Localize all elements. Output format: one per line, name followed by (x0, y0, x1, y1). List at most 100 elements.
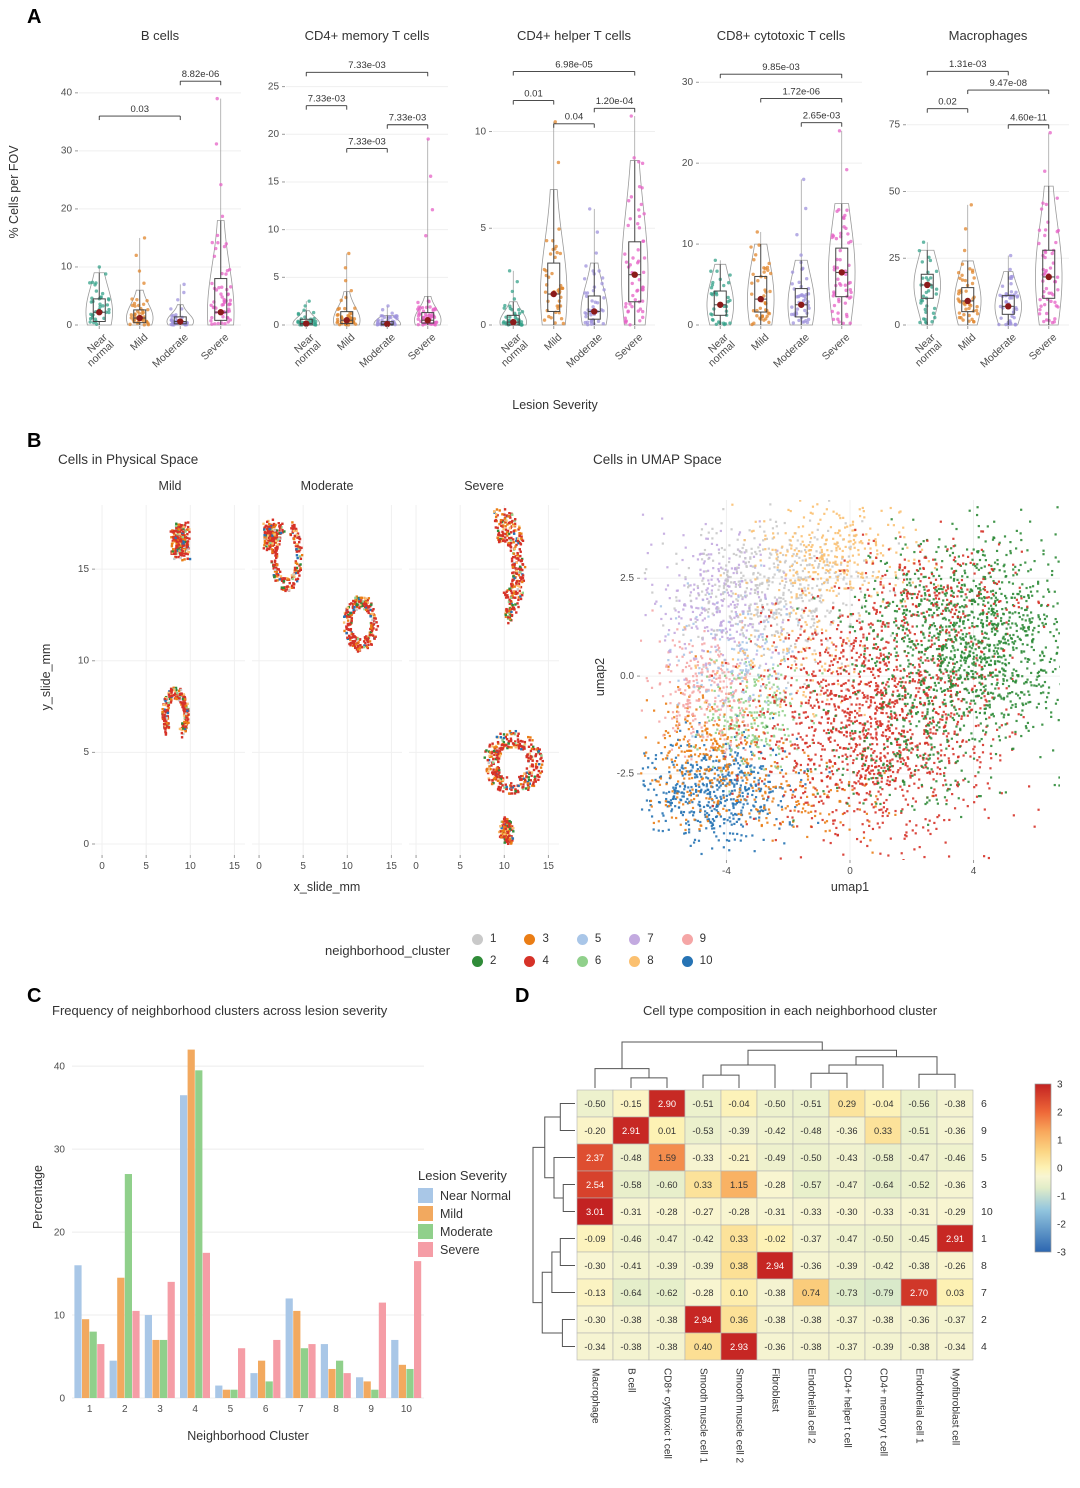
bar-moderate-cluster-10 (406, 1368, 414, 1398)
heatmap-cell (864, 1224, 902, 1253)
cluster-legend-item: 5 (576, 930, 602, 948)
svg-text:-0.28: -0.28 (656, 1207, 677, 1217)
svg-text:-0.47: -0.47 (836, 1180, 857, 1190)
svg-text:-0.28: -0.28 (728, 1207, 749, 1217)
heatmap-cell (828, 1251, 866, 1280)
cluster-legend-item: 1 (472, 930, 496, 948)
heatmap-cell (684, 1305, 722, 1334)
heatmap-cell (720, 1332, 758, 1361)
svg-text:1: 1 (87, 1404, 93, 1415)
cluster-color-dot (681, 955, 693, 967)
svg-text:-0.34: -0.34 (944, 1342, 965, 1352)
svg-text:-0.50: -0.50 (800, 1153, 821, 1163)
cluster-legend-label: 4 (542, 955, 549, 967)
bar-moderate-cluster-6 (265, 1381, 273, 1398)
heatmap-cell (648, 1143, 686, 1172)
heatmap-cell (612, 1089, 650, 1118)
svg-text:-0.42: -0.42 (764, 1126, 785, 1136)
dendrogram-branch (561, 1319, 575, 1347)
cluster-legend-item: 7 (629, 930, 654, 948)
svg-text:-0.15: -0.15 (620, 1099, 641, 1109)
heatmap-cell (720, 1305, 758, 1334)
heatmap-cell (756, 1278, 794, 1307)
svg-text:-0.43: -0.43 (836, 1153, 857, 1163)
svg-text:-0.28: -0.28 (692, 1288, 713, 1298)
heatmap-row-label: 4 (981, 1341, 987, 1353)
heatmap-cell (828, 1143, 866, 1172)
cluster-legend-label: 1 (490, 933, 497, 945)
svg-text:-0.27: -0.27 (692, 1207, 713, 1217)
heatmap-cell (792, 1116, 830, 1145)
dendrogram-branch (594, 1068, 650, 1088)
svg-text:-0.47: -0.47 (836, 1234, 857, 1244)
svg-text:-0.28: -0.28 (764, 1180, 785, 1190)
dendrogram-branch (747, 1049, 897, 1065)
heatmap-cell (576, 1251, 614, 1280)
svg-text:-0.04: -0.04 (872, 1099, 893, 1109)
svg-text:-0.41: -0.41 (620, 1261, 641, 1271)
heatmap-cell (828, 1332, 866, 1361)
svg-text:-0.51: -0.51 (800, 1099, 821, 1109)
heatmap-cell (756, 1305, 794, 1334)
svg-text:4: 4 (192, 1404, 198, 1415)
bar-moderate-cluster-2 (124, 1174, 132, 1398)
heatmap-row-label: 8 (981, 1260, 987, 1272)
heatmap-column-label: Smooth muscle cell 2 (733, 1368, 744, 1463)
heatmap-column-label: CD4+ helper t cell (841, 1368, 852, 1448)
colorbar-tick-label: 0 (1057, 1164, 1063, 1175)
severity-color-swatch (418, 1242, 433, 1257)
cluster-color-dot (576, 955, 588, 967)
heatmap-column-label: CD8+ cytotoxic t cell (661, 1368, 672, 1459)
colorbar-tick-label: 3 (1057, 1080, 1063, 1091)
cluster-color-dot (629, 955, 641, 967)
heatmap-cell (720, 1278, 758, 1307)
svg-text:10: 10 (401, 1404, 413, 1415)
svg-text:-0.09: -0.09 (584, 1234, 605, 1244)
physical-x-axis-label: x_slide_mm (293, 880, 361, 894)
svg-text:-0.29: -0.29 (944, 1207, 965, 1217)
heatmap-row-label: 9 (981, 1125, 987, 1137)
svg-text:-0.33: -0.33 (692, 1153, 713, 1163)
heatmap-cell (900, 1089, 938, 1118)
heatmap-cell (936, 1278, 974, 1307)
heatmap-cell (900, 1332, 938, 1361)
svg-text:-0.38: -0.38 (620, 1342, 641, 1352)
severity-legend-label: Mild (440, 1206, 463, 1221)
svg-text:-0.50: -0.50 (872, 1234, 893, 1244)
bar-near-normal-cluster-6 (250, 1373, 258, 1398)
svg-text:-0.31: -0.31 (620, 1207, 641, 1217)
cluster-legend-item: 3 (524, 930, 549, 948)
svg-text:7: 7 (298, 1404, 304, 1415)
heatmap-cell (648, 1332, 686, 1361)
svg-text:-0.46: -0.46 (620, 1234, 641, 1244)
svg-text:-0.39: -0.39 (728, 1126, 749, 1136)
heatmap-cell (756, 1143, 794, 1172)
panel-a-y-axis-label: % Cells per FOV (7, 145, 21, 239)
svg-text:9: 9 (368, 1404, 374, 1415)
heatmap-row-label: 5 (981, 1152, 987, 1164)
svg-text:-0.57: -0.57 (800, 1180, 821, 1190)
heatmap-row-label: 2 (981, 1314, 987, 1326)
svg-text:-0.30: -0.30 (584, 1261, 605, 1271)
panel-c-title: Frequency of neighborhood clusters acros… (52, 1003, 388, 1018)
svg-text:-0.39: -0.39 (692, 1261, 713, 1271)
svg-text:2.91: 2.91 (622, 1126, 640, 1136)
heatmap-cell (576, 1143, 614, 1172)
cluster-legend-label: 5 (594, 933, 602, 945)
heatmap-cell (648, 1089, 686, 1118)
bar-near-normal-cluster-1 (74, 1265, 82, 1398)
svg-text:2.93: 2.93 (730, 1342, 748, 1352)
heatmap-cell (864, 1305, 902, 1334)
heatmap-cell (936, 1089, 974, 1118)
cluster-legend-item: 2 (472, 952, 496, 970)
svg-text:-0.47: -0.47 (656, 1234, 677, 1244)
heatmap-cell (756, 1251, 794, 1280)
umap-space-title: Cells in UMAP Space (593, 452, 722, 467)
heatmap-cell (576, 1278, 614, 1307)
panel-a-violin-plots-canvas (0, 0, 1080, 430)
heatmap-column-label: Myofibroblast cell (949, 1368, 960, 1445)
severity-color-swatch (418, 1224, 433, 1239)
heatmap-cell (612, 1197, 650, 1226)
svg-text:-0.33: -0.33 (800, 1207, 821, 1217)
